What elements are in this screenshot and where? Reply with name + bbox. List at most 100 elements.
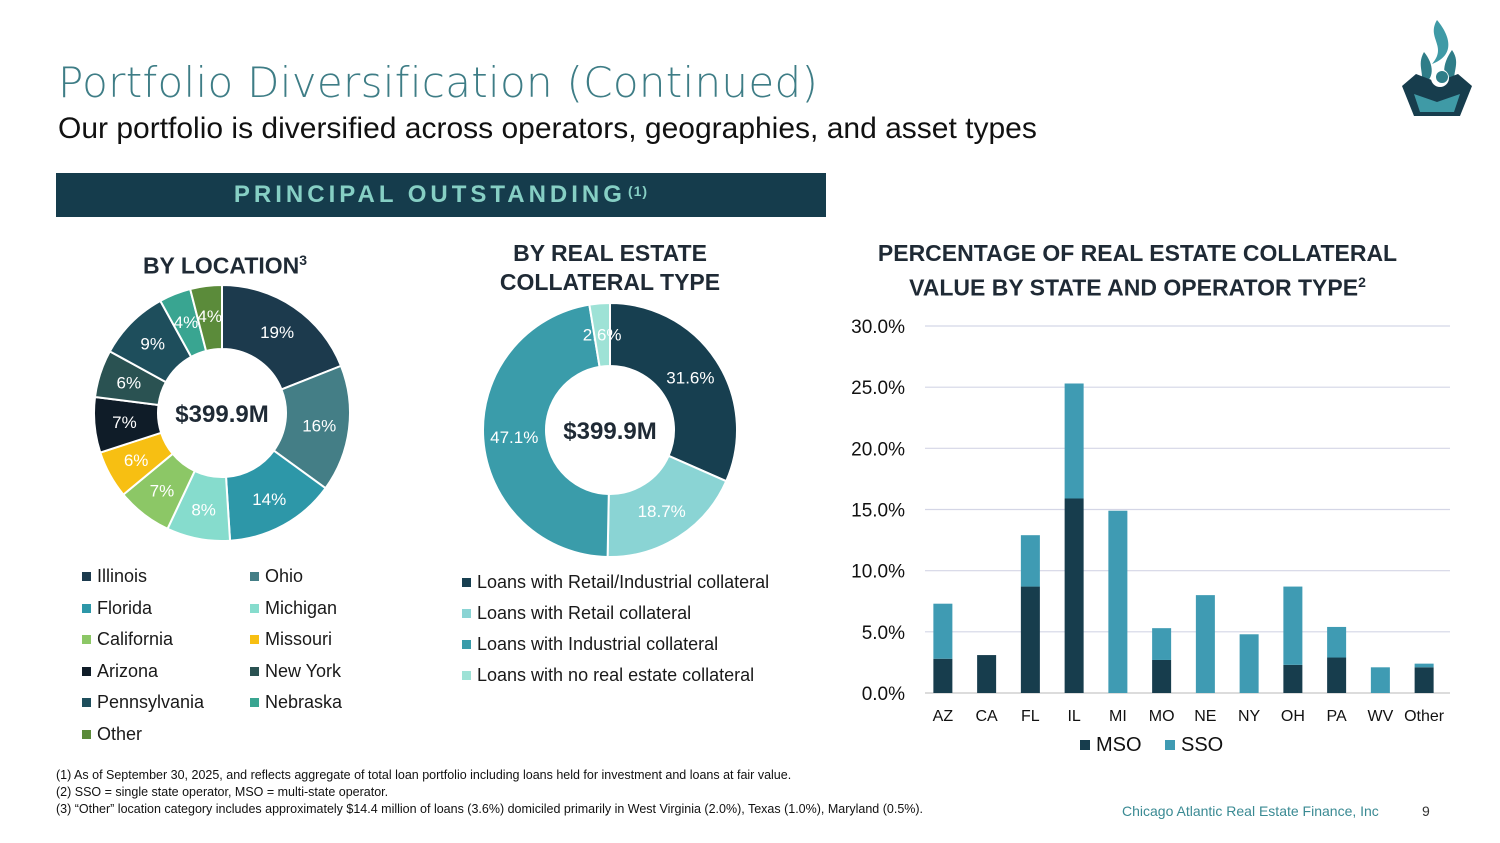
bar-mso-ca [977,655,997,693]
location-chart-title-text: BY LOCATION [142,252,300,279]
collateral-legend-item: Loans with no real estate collateral [462,665,754,686]
x-tick-label: AZ [933,708,954,725]
page-title: Portfolio Diversification (Continued) [58,58,819,107]
location-legend-item: Florida [82,598,152,619]
location-legend-item: Illinois [82,566,147,587]
location-slice-label: 9% [140,335,165,354]
collateral-slice-label: 2.6% [583,325,622,344]
state-stacked-bar-chart: 0.0% 5.0% 10.0% 15.0% 20.0% 25.0% 30.0% AZ CA FL I… [851,317,1450,756]
legend-label: Other [97,724,143,744]
legend-label: Loans with Industrial collateral [477,634,719,654]
bar-sso-il [1064,383,1084,499]
legend-label: Missouri [265,629,333,650]
footnote-1: (1) As of September 30, 2025, and reflec… [56,768,792,782]
location-slice-label: 4% [197,307,222,326]
x-tick-label: MI [1109,708,1127,725]
location-legend-item: Missouri [250,629,332,650]
location-legend-item: New York [250,661,341,682]
bar-mso-fl [1020,586,1040,693]
state-chart-title-line1: PERCENTAGE OF REAL ESTATE COLLATERAL [877,240,1398,266]
legend-label: Florida [97,597,153,618]
legend-label: Pennsylvania [97,692,205,713]
x-tick-label: Other [1404,708,1445,725]
bar-sso-wv [1370,667,1390,693]
legend-label: Nebraska [265,692,343,713]
collateral-chart-title: BY REAL ESTATE COLLATERAL TYPE [460,239,760,297]
footnote-3: (3) “Other” location category includes a… [56,802,924,816]
bar-sso-mo [1152,628,1172,660]
banner-superscript: (1) [627,183,649,199]
banner-label: PRINCIPAL OUTSTANDING [233,181,626,208]
location-slice-label: 6% [124,451,149,470]
legend-swatch [462,640,471,649]
collateral-slice-loans-with-no-real-estate-collateral [588,301,611,369]
collateral-slice-loans-with-industrial-collateral [482,303,610,558]
legend-swatch [250,572,259,581]
collateral-slice-label: 47.1% [490,428,538,447]
principal-outstanding-banner: PRINCIPAL OUTSTANDING (1) [56,173,826,217]
bar-sso-az [933,603,953,659]
legend-swatch [82,572,91,581]
location-slice-label: 4% [174,313,199,332]
bar-legend-swatch-mso [1080,740,1090,750]
bar-sso-oh [1283,586,1303,665]
collateral-donut-chart: 31.6% 18.7% 47.1% 2.6% $399.9M [482,301,738,558]
legend-swatch [250,698,259,708]
location-slice-label: 6% [117,374,142,393]
y-tick-label: 25.0% [851,378,905,399]
page-number: 9 [1422,803,1430,819]
location-legend-item: Arizona [82,661,158,682]
location-slice-other [188,285,223,353]
collateral-legend-item: Loans with Retail collateral [462,603,691,624]
collateral-chart-title-line2: COLLATERAL TYPE [499,269,721,295]
x-tick-label: IL [1067,708,1080,725]
legend-label: Arizona [97,660,159,681]
y-tick-label: 30.0% [851,317,905,338]
location-slice-label: 14% [252,490,286,509]
collateral-slice-loans-with-retail-industrial-collateral [609,301,738,483]
collateral-slice-label: 31.6% [666,369,714,388]
x-tick-label: CA [976,708,999,725]
collateral-slice-label: 18.7% [638,502,686,521]
bar-sso-ne [1195,595,1215,693]
x-tick-label: NY [1238,708,1261,725]
bar-legend-swatch-sso [1165,740,1175,750]
legend-label: Loans with Retail/Industrial collateral [477,572,770,592]
legend-swatch [462,671,471,680]
y-tick-label: 0.0% [862,684,905,705]
location-legend: Illinois Ohio Florida Michigan California Mis… [82,566,402,751]
x-tick-label: WV [1367,708,1393,725]
bar-mso-other [1414,667,1434,693]
y-tick-label: 5.0% [862,623,905,644]
y-tick-label: 10.0% [851,562,905,583]
legend-swatch [250,603,259,613]
footer-company-name: Chicago Atlantic Real Estate Finance, In… [1122,803,1379,819]
legend-label: Loans with no real estate collateral [477,665,755,685]
legend-swatch [250,666,259,676]
location-chart-title-superscript: 3 [299,252,308,268]
x-tick-label: FL [1021,708,1040,725]
legend-label: New York [265,660,342,681]
bar-legend-label-mso: MSO [1096,734,1142,756]
location-legend-item: Ohio [250,566,303,587]
y-tick-label: 20.0% [851,439,905,460]
location-slice-label: 7% [112,413,137,432]
x-tick-label: OH [1281,708,1305,725]
location-center-label: $399.9M [175,401,268,428]
legend-swatch [462,578,471,587]
bar-sso-pa [1327,626,1347,658]
location-slice-label: 8% [191,500,216,519]
x-tick-label: NE [1194,708,1216,725]
y-tick-label: 15.0% [851,501,905,522]
location-chart-title: BY LOCATION3 [100,246,350,281]
collateral-legend-item: Loans with Industrial collateral [462,634,718,655]
legend-swatch [82,603,91,613]
legend-label: Illinois [97,566,148,586]
bar-mso-oh [1283,664,1303,693]
location-slice-illinois [221,285,343,391]
legend-swatch [462,609,471,618]
location-legend-item: Other [82,724,142,745]
location-slice-label: 19% [260,323,294,342]
state-chart-title-superscript: 2 [1358,274,1366,290]
location-donut-chart: 19%16%14%8%7%6%7%6%9%4% 4%$399.9M [93,285,351,542]
